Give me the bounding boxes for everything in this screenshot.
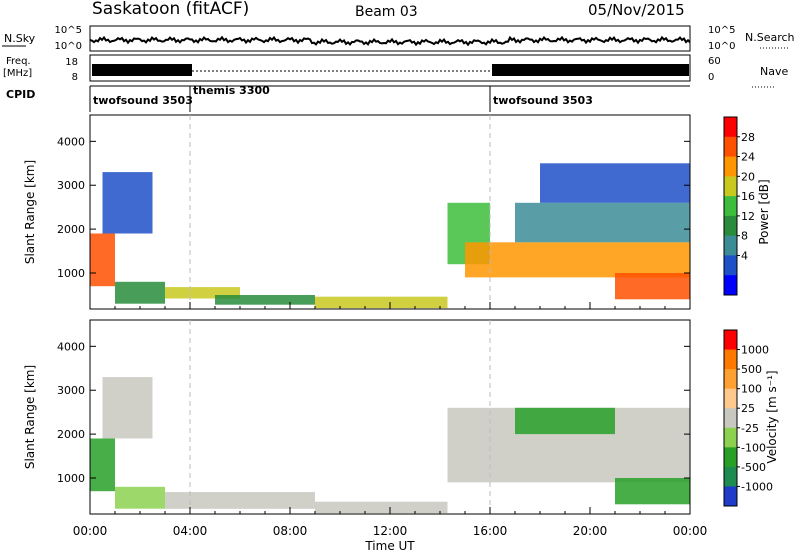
y-tick-label: 1000 xyxy=(57,267,85,280)
colorbar-segment xyxy=(724,275,737,296)
y-tick-label: 4000 xyxy=(57,340,85,353)
power-colorbar-label: Power [dB] xyxy=(757,179,771,244)
colorbar-tick-label: 8 xyxy=(741,230,748,243)
nave-tick-bottom: 0 xyxy=(708,72,714,83)
data-region xyxy=(102,377,153,439)
data-region xyxy=(615,273,690,300)
date-title: 05/Nov/2015 xyxy=(588,1,685,19)
colorbar-tick-label: 500 xyxy=(741,363,762,376)
colorbar-segment xyxy=(724,427,737,448)
colorbar-segment xyxy=(724,235,737,256)
colorbar-frame xyxy=(723,329,738,507)
data-region xyxy=(215,295,315,305)
colorbar-segment xyxy=(724,255,737,276)
colorbar-segment xyxy=(724,369,737,390)
velocity-ylabel: Slant Range [km] xyxy=(23,365,37,469)
nsky-tick-bottom: 10^0 xyxy=(55,41,82,52)
data-region xyxy=(165,287,240,299)
colorbar-segment xyxy=(724,349,737,370)
power-ylabel: Slant Range [km] xyxy=(23,160,37,264)
colorbar-segment xyxy=(724,117,737,138)
x-tick-label: 00:00 xyxy=(73,524,108,538)
x-axis-label: Time UT xyxy=(364,539,415,553)
freq-label-line2: [MHz] xyxy=(3,68,32,79)
colorbar-tick-label: 100 xyxy=(741,383,762,396)
x-tick-label: 08:00 xyxy=(273,524,308,538)
data-region xyxy=(102,172,153,234)
nsearch-tick-top: 10^5 xyxy=(708,25,735,36)
data-region xyxy=(515,407,615,435)
colorbar-tick-label: -500 xyxy=(741,461,766,474)
colorbar-segment xyxy=(724,408,737,429)
data-region xyxy=(115,281,165,304)
x-tick-label: 04:00 xyxy=(173,524,208,538)
cpid-segment-label: twofsound 3503 xyxy=(493,94,593,107)
colorbar-segment xyxy=(724,196,737,217)
data-region xyxy=(465,242,690,278)
colorbar-frame xyxy=(723,116,738,296)
x-tick-label: 12:00 xyxy=(373,524,408,538)
data-region xyxy=(165,492,315,509)
data-region xyxy=(115,486,165,509)
x-tick-label: 20:00 xyxy=(573,524,608,538)
colorbar-tick-label: -1000 xyxy=(741,480,773,493)
colorbar-tick-label: 24 xyxy=(741,151,755,164)
y-tick-label: 3000 xyxy=(57,384,85,397)
freq-tick-bottom: 8 xyxy=(72,72,78,83)
velocity-colorbar-label: Velocity [m s⁻¹] xyxy=(765,370,779,463)
beam-title: Beam 03 xyxy=(355,4,418,20)
y-tick-label: 4000 xyxy=(57,135,85,148)
data-region xyxy=(615,478,690,505)
x-tick-label: 00:00 xyxy=(673,524,708,538)
colorbar-segment xyxy=(724,486,737,507)
data-region xyxy=(90,438,115,492)
colorbar-tick-label: 12 xyxy=(741,210,755,223)
colorbar-segment xyxy=(724,215,737,237)
data-region xyxy=(315,296,448,309)
station-title: Saskatoon (fitACF) xyxy=(92,0,249,19)
nave-tick-top: 60 xyxy=(708,56,721,67)
colorbar-tick-label: 20 xyxy=(741,170,755,183)
data-region xyxy=(315,501,448,514)
nave-label: Nave xyxy=(760,65,788,78)
cpid-segment-label: themis 3300 xyxy=(193,84,270,97)
colorbar-segment xyxy=(724,136,737,158)
cpid-segment-label: twofsound 3503 xyxy=(93,94,193,107)
colorbar-tick-label: 16 xyxy=(741,190,755,203)
power-panel: 1000 2000 3000 4000 Slant Range [km] 28 24 20… xyxy=(23,114,771,310)
x-tick-label: 16:00 xyxy=(473,524,508,538)
colorbar-segment xyxy=(724,447,737,468)
data-region xyxy=(515,202,690,243)
colorbar-tick-label: 4 xyxy=(741,249,748,262)
data-region xyxy=(540,163,690,203)
y-tick-label: 2000 xyxy=(57,428,85,441)
velocity-panel: 1000 2000 3000 4000 Slant Range [km] 1000 50… xyxy=(23,319,779,515)
colorbar-tick-label: 28 xyxy=(741,131,755,144)
colorbar-tick-label: 25 xyxy=(741,402,755,415)
nsearch-label: N.Search xyxy=(745,31,795,44)
freq-strip: Freq. [MHz] 18 8 60 0 Nave xyxy=(3,54,788,88)
colorbar-segment xyxy=(724,176,737,197)
nsearch-tick-bottom: 10^0 xyxy=(708,41,735,52)
freq-label-line1: Freq. xyxy=(6,56,31,67)
colorbar-segment xyxy=(724,388,737,409)
colorbar-segment xyxy=(724,330,737,351)
colorbar-segment xyxy=(724,156,737,177)
colorbar-tick-label: 1000 xyxy=(741,344,769,357)
nsky-strip: N.Sky 10^5 10^0 10^5 10^0 N.Search xyxy=(2,25,795,52)
colorbar-tick-label: -100 xyxy=(741,441,766,454)
colorbar-segment xyxy=(724,466,737,487)
data-region xyxy=(90,233,115,287)
colorbar-tick-label: -25 xyxy=(741,422,759,435)
y-tick-label: 2000 xyxy=(57,223,85,236)
nsky-tick-top: 10^5 xyxy=(55,25,82,36)
y-tick-label: 1000 xyxy=(57,472,85,485)
freq-tick-top: 18 xyxy=(65,57,78,68)
cpid-label: CPID xyxy=(6,88,35,101)
y-tick-label: 3000 xyxy=(57,179,85,192)
nsky-label: N.Sky xyxy=(4,32,36,45)
